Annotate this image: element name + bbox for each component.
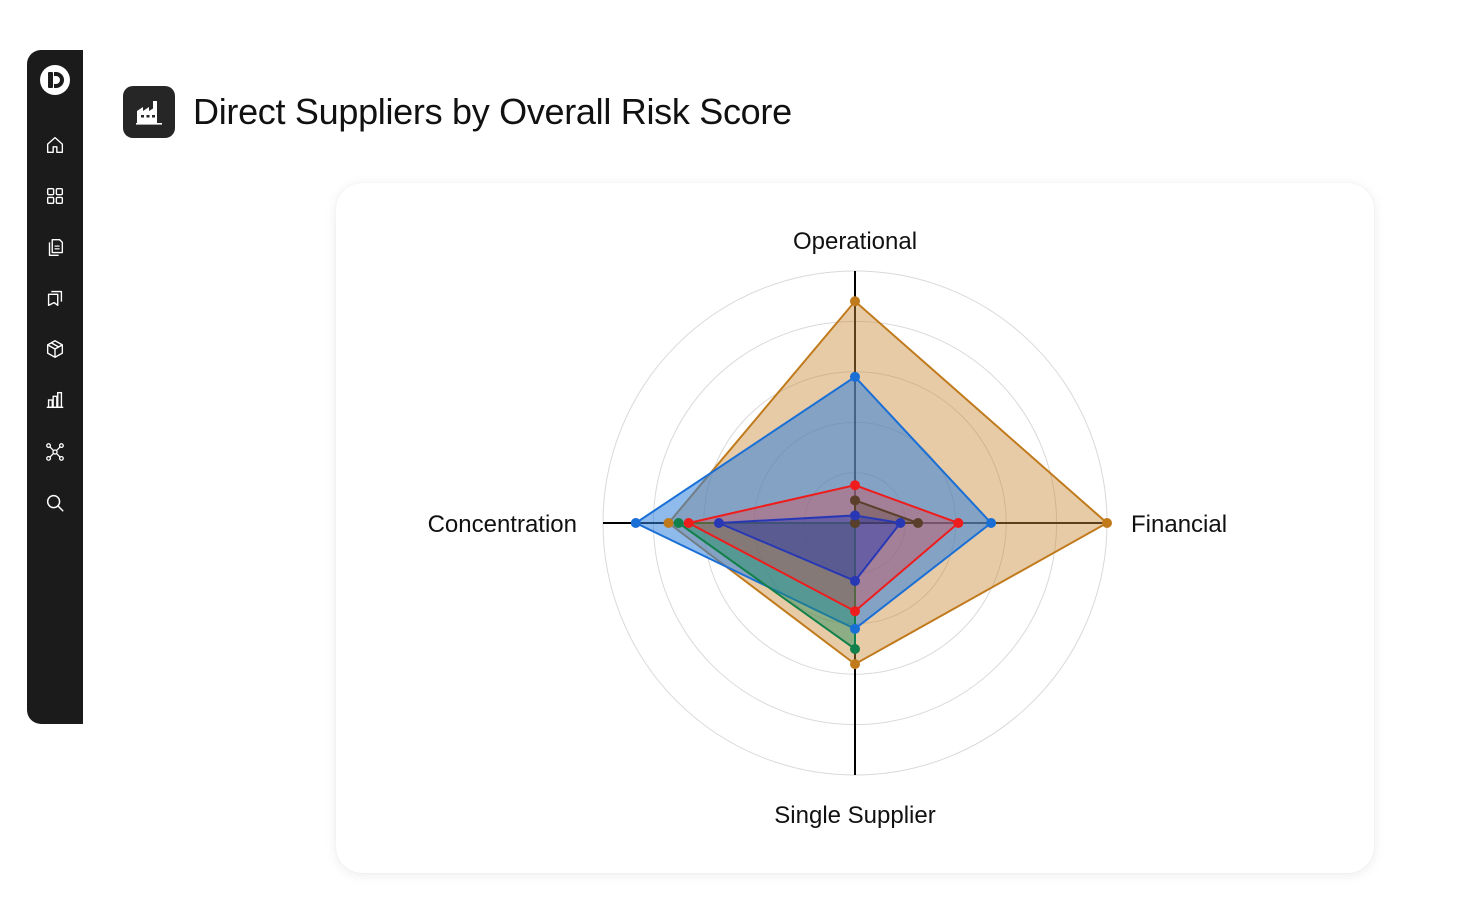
chart-axis-labels: Operational Financial Single Supplier Conce… [428, 228, 1227, 829]
series-6-point[interactable] [895, 518, 906, 528]
series-2-point[interactable] [986, 518, 997, 528]
series-6-point[interactable] [713, 518, 724, 528]
sidebar-item-network[interactable] [41, 438, 69, 466]
network-icon [46, 443, 64, 461]
bar-chart-icon [46, 391, 64, 409]
chart-series [630, 296, 1112, 670]
series-4-point[interactable] [953, 518, 964, 528]
sidebar [27, 50, 83, 724]
series-3-point[interactable] [850, 644, 860, 654]
axis-label-financial: Financial [1131, 511, 1227, 538]
series-1-point[interactable] [1102, 518, 1112, 528]
search-icon [46, 494, 64, 512]
page-title: Direct Suppliers by Overall Risk Score [193, 91, 792, 132]
series-6-point[interactable] [850, 510, 860, 521]
factory-icon [136, 101, 162, 125]
app-logo[interactable] [39, 64, 71, 96]
documents-icon [48, 238, 64, 256]
series-4-point[interactable] [850, 480, 860, 491]
series-3-point[interactable] [673, 518, 684, 528]
radar-chart: Operational Financial Single Supplier Conce… [428, 228, 1227, 829]
axis-label-single-supplier: Single Supplier [774, 802, 935, 829]
series-4-point[interactable] [683, 518, 694, 528]
sidebar-item-search[interactable] [41, 489, 69, 517]
series-5-point[interactable] [850, 495, 860, 506]
series-4-point[interactable] [850, 606, 860, 617]
series-1-point[interactable] [850, 659, 860, 670]
series-5-point[interactable] [850, 518, 860, 528]
series-3-area [675, 522, 856, 651]
sidebar-item-review[interactable] [41, 284, 69, 312]
series-1-point[interactable] [663, 518, 674, 528]
sidebar-item-analytics[interactable] [41, 386, 69, 414]
axis-label-operational: Operational [793, 228, 917, 255]
series-5-point[interactable] [913, 518, 923, 528]
sidebar-item-products[interactable] [41, 335, 69, 363]
sidebar-item-documents[interactable] [41, 233, 69, 261]
axis-label-concentration: Concentration [428, 511, 577, 538]
sidebar-item-dashboards[interactable] [41, 182, 69, 210]
sidebar-item-home[interactable] [41, 131, 69, 159]
series-1-point[interactable] [850, 296, 860, 307]
series-2-point[interactable] [850, 371, 860, 382]
home-icon [46, 136, 64, 154]
chart-card: Operational Financial Single Supplier Conce… [336, 183, 1374, 873]
series-6-point[interactable] [850, 575, 860, 586]
review-icon [47, 290, 63, 307]
series-2-point[interactable] [630, 518, 641, 528]
box-icon [46, 340, 64, 358]
page-title-icon [123, 86, 175, 138]
grid-icon [46, 187, 64, 205]
series-2-point[interactable] [850, 623, 860, 634]
